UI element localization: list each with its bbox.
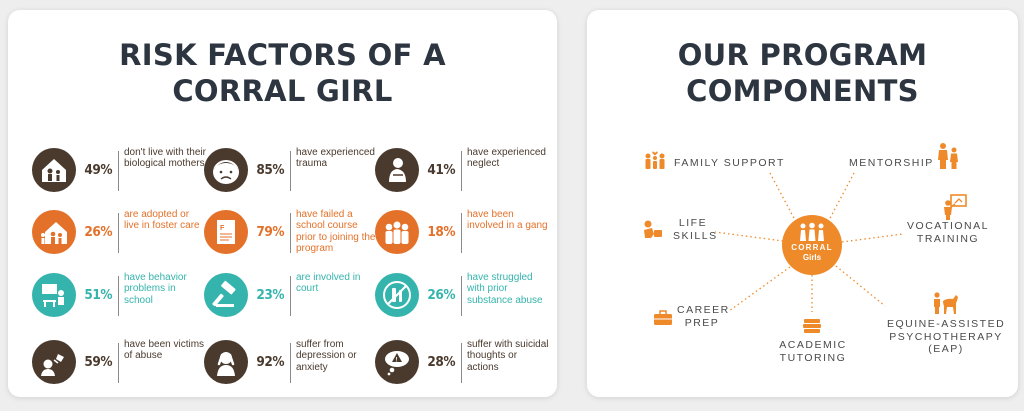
life-skills-icon — [644, 220, 662, 238]
risk-text: are involved in court — [296, 272, 361, 295]
risk-percent: 49% — [84, 162, 112, 178]
family-support-label: FAMILY SUPPORT — [674, 157, 785, 169]
house-family-icon — [32, 148, 76, 192]
risk-factors-title: RISK FACTORS OF A CORRAL GIRL — [119, 38, 446, 108]
svg-text:F: F — [220, 225, 225, 232]
sad-face-icon — [204, 148, 248, 192]
program-components-title: OUR PROGRAM COMPONENTS — [677, 38, 928, 108]
divider — [290, 213, 291, 253]
risk-text: have experienced trauma — [296, 147, 375, 170]
risk-text: have experienced neglect — [467, 147, 546, 170]
risk-percent: 85% — [256, 162, 284, 178]
divider — [118, 213, 119, 253]
risk-percent: 92% — [256, 354, 284, 370]
group-icon — [375, 210, 419, 254]
life-skills-label: LIFE SKILLS — [673, 217, 718, 242]
program-components-card: OUR PROGRAM COMPONENTS CORRAL Girls FAMI… — [587, 10, 1018, 397]
divider — [461, 213, 462, 253]
family-icon — [645, 151, 665, 169]
divider — [290, 343, 291, 383]
vocational-icon — [944, 194, 967, 220]
failed-paper-icon: F — [204, 210, 248, 254]
divider — [461, 343, 462, 383]
risk-percent: 59% — [84, 354, 112, 370]
divider — [461, 151, 462, 191]
horse-icon — [934, 292, 958, 314]
risk-text: have struggled with prior substance abus… — [467, 272, 543, 306]
divider — [290, 276, 291, 316]
divider — [118, 276, 119, 316]
divider — [118, 343, 119, 383]
three-girls-icon — [800, 222, 824, 241]
vocational-training-label: VOCATIONAL TRAINING — [907, 220, 989, 245]
risk-text: have failed a school course prior to joi… — [296, 209, 376, 254]
risk-percent: 79% — [256, 224, 284, 240]
briefcase-icon — [654, 310, 672, 325]
risk-text: are adopted or live in foster care — [124, 209, 200, 232]
risk-text: suffer from depression or anxiety — [296, 339, 357, 373]
mentorship-icon — [938, 143, 958, 169]
risk-text: have behavior problems in school — [124, 272, 187, 306]
risk-percent: 51% — [84, 287, 112, 303]
house-family-icon — [32, 210, 76, 254]
books-icon — [803, 319, 821, 333]
sitting-girl-icon — [375, 148, 419, 192]
risk-percent: 41% — [427, 162, 455, 178]
gavel-icon — [204, 273, 248, 317]
risk-text: have been involved in a gang — [467, 209, 548, 232]
classroom-icon — [32, 273, 76, 317]
divider — [461, 276, 462, 316]
risk-text: have been victims of abuse — [124, 339, 205, 362]
corral-girls-hub: CORRAL Girls — [782, 215, 842, 275]
equine-therapy-label: EQUINE-ASSISTED PSYCHOTHERAPY (EAP) — [887, 318, 1006, 355]
divider — [290, 151, 291, 191]
divider — [118, 151, 119, 191]
risk-text: don't live with their biological mothers — [124, 147, 206, 170]
svg-text:!: ! — [396, 357, 398, 363]
warning-thought-icon: ! — [375, 340, 419, 384]
risk-percent: 18% — [427, 224, 455, 240]
risk-percent: 26% — [84, 224, 112, 240]
academic-tutoring-label: ACADEMIC TUTORING — [779, 339, 847, 364]
dotted-spokes — [714, 172, 904, 312]
risk-percent: 26% — [427, 287, 455, 303]
head-in-hands-icon — [204, 340, 248, 384]
no-drugs-icon — [375, 273, 419, 317]
abuse-icon — [32, 340, 76, 384]
risk-percent: 28% — [427, 354, 455, 370]
risk-percent: 23% — [256, 287, 284, 303]
risk-factors-card: RISK FACTORS OF A CORRAL GIRL 49% don't … — [8, 10, 557, 397]
mentorship-label: MENTORSHIP — [849, 157, 934, 169]
risk-text: suffer with suicidal thoughts or actions — [467, 339, 549, 373]
career-prep-label: CAREER PREP — [677, 304, 730, 329]
